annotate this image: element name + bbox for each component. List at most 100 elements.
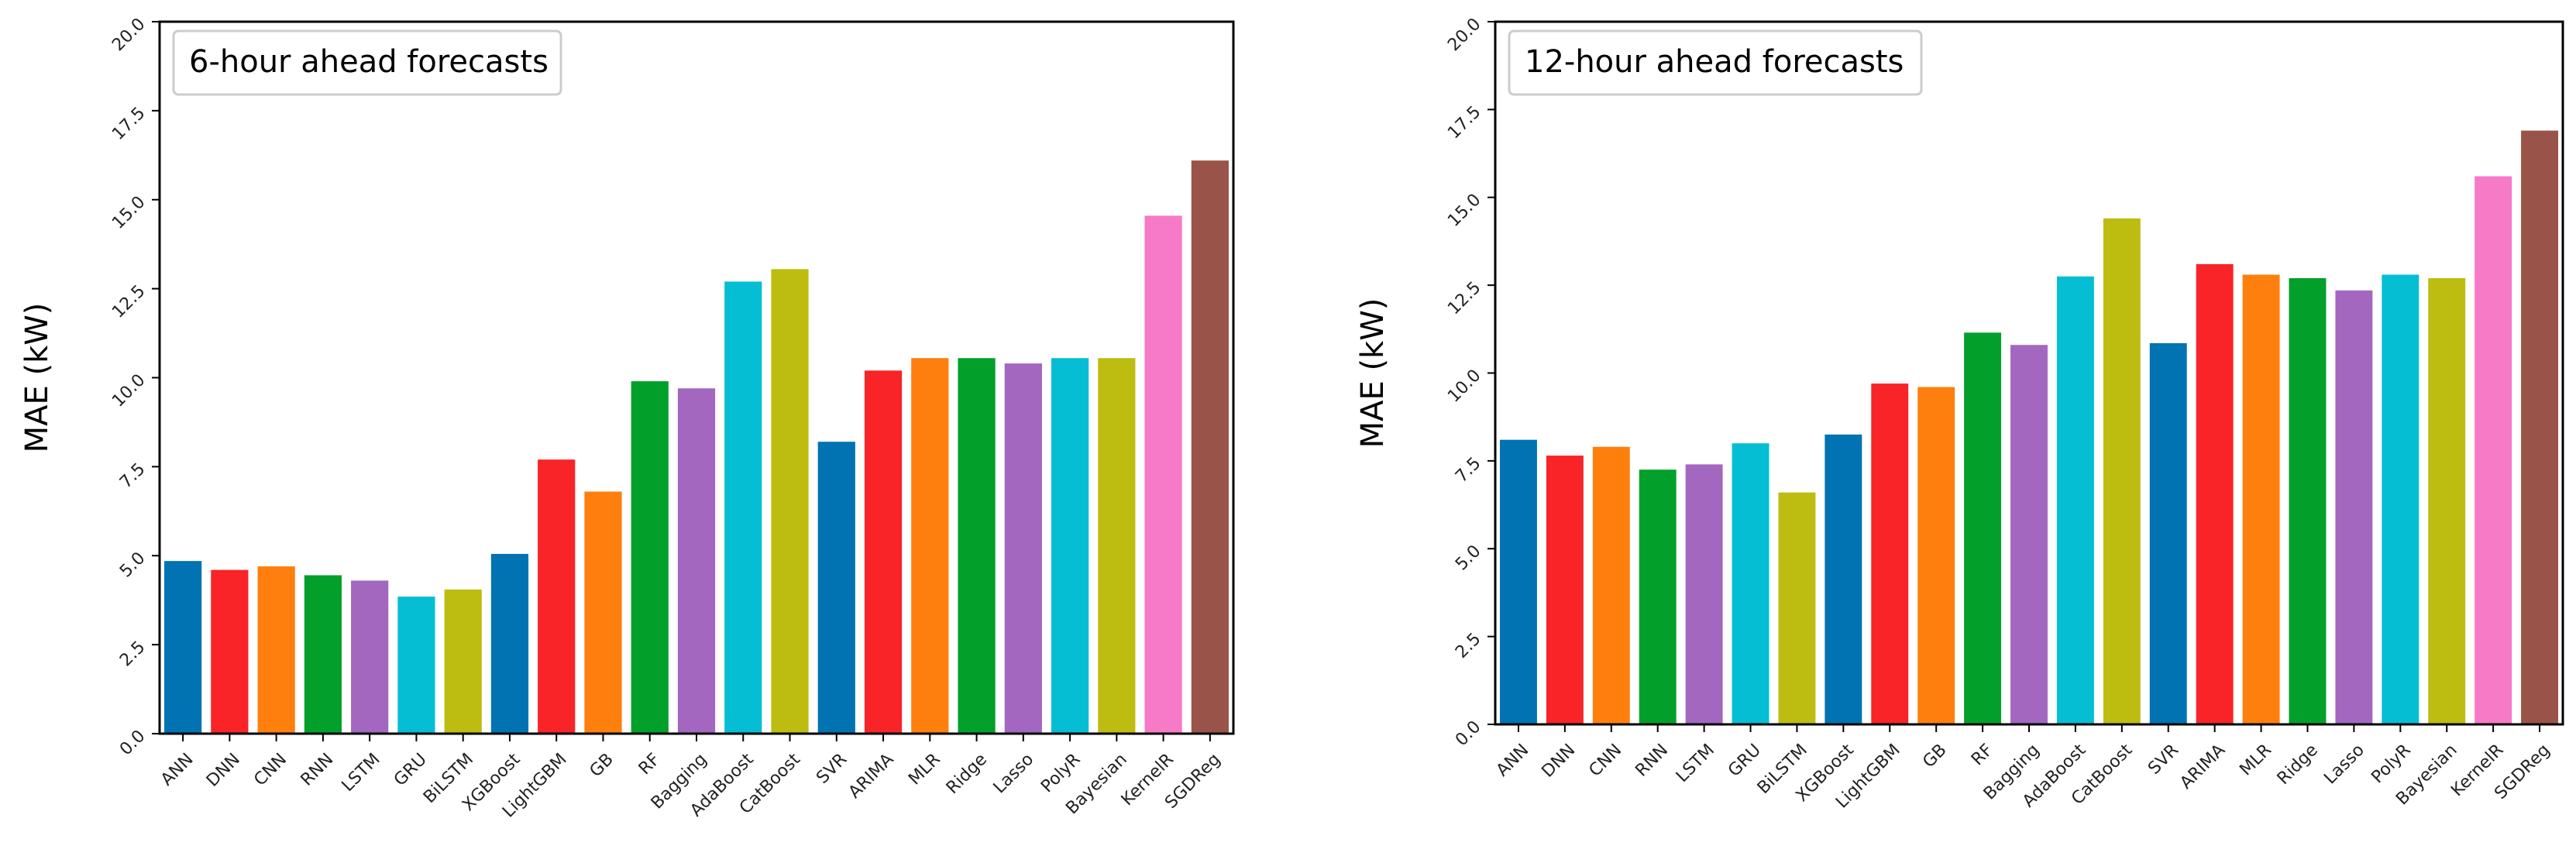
bar-arima	[2196, 263, 2234, 724]
y-tick-label: 15.0	[108, 193, 149, 233]
bar-lasso	[2335, 290, 2373, 724]
x-tick-label: ARIMA	[2176, 741, 2229, 793]
bar-polyr	[1051, 358, 1089, 734]
y-tick-label: 2.5	[1452, 629, 1484, 662]
bar-cnn	[1592, 446, 1630, 724]
bar-dnn	[211, 569, 249, 734]
y-tick-label: 10.0	[108, 370, 149, 411]
bar-ridge	[2289, 278, 2327, 724]
legend-box	[1508, 29, 1923, 96]
chart-title: 6-hour ahead forecasts	[189, 44, 549, 80]
x-tick-label: Ridge	[2274, 741, 2322, 789]
bar-svr	[2149, 342, 2187, 724]
bar-rnn	[304, 575, 342, 734]
chart-title: 12-hour ahead forecasts	[1525, 44, 1904, 80]
bar-ann	[164, 561, 202, 734]
x-tick-label: ARIMA	[845, 750, 898, 803]
y-tick-label: 15.0	[1444, 191, 1484, 231]
y-tick-label: 17.5	[1444, 102, 1484, 143]
bar-kernelr	[2475, 176, 2512, 725]
y-tick-label: 12.5	[108, 281, 149, 322]
x-tick-label: SVR	[2144, 741, 2182, 779]
x-tick-label: DNN	[203, 750, 244, 791]
bar-svr	[817, 442, 855, 734]
bar-adaboost	[2056, 276, 2094, 725]
x-tick-label: ANN	[1493, 741, 1533, 781]
bar-ridge	[958, 358, 996, 734]
x-tick-label: RF	[1968, 741, 1996, 769]
bar-ann	[1499, 439, 1537, 724]
bar-sgdreg	[1191, 160, 1229, 734]
y-axis-label: MAE (kW)	[1355, 298, 1391, 449]
bar-bagging	[2010, 345, 2048, 724]
bar-rnn	[1639, 469, 1677, 724]
y-axis-label: MAE (kW)	[19, 303, 55, 453]
x-tick-label: ANN	[157, 750, 198, 790]
bar-sgdreg	[2521, 130, 2559, 724]
axes-frame	[158, 20, 1235, 735]
axes-frame	[1494, 20, 2564, 726]
x-tick-label: MLR	[905, 750, 944, 789]
x-tick-label: Lasso	[2320, 741, 2368, 789]
x-tick-label: GRU	[1725, 741, 1765, 781]
x-tick-label: LSTM	[1673, 741, 1718, 786]
bar-rf	[631, 381, 669, 734]
x-tick-label: CNN	[1585, 741, 1625, 781]
x-tick-label: GB	[1919, 741, 1950, 772]
panel-12-hour: 0.0 2.5 5.0 7.5 10.0 12.5 15.0 17.5 20.0 ANN DNN CN…	[1355, 15, 2564, 812]
x-tick-label: GRU	[390, 750, 431, 790]
bar-lstm	[351, 580, 389, 734]
bar-bayesian	[2428, 278, 2466, 724]
y-tick-label: 5.0	[1452, 542, 1484, 574]
y-tick-label: 2.5	[116, 638, 149, 670]
bar-gb	[1917, 387, 1955, 724]
x-tick-label: SVR	[813, 750, 851, 788]
y-tick-label: 7.5	[1452, 454, 1484, 487]
bar-gru	[1732, 443, 1769, 724]
bar-bilstm	[444, 589, 482, 734]
bar-lightgbm	[1871, 383, 1909, 724]
bar-gru	[397, 597, 435, 734]
x-tick-label: RNN	[297, 750, 338, 790]
x-tick-label: GB	[586, 750, 617, 781]
legend-box	[172, 29, 562, 96]
bar-catboost	[2103, 218, 2141, 725]
y-tick-label: 0.0	[1452, 717, 1484, 750]
x-tick-label: Ridge	[943, 750, 991, 798]
bar-lightgbm	[538, 459, 576, 734]
bar-lasso	[1004, 363, 1042, 734]
bar-xgboost	[1825, 434, 1862, 724]
x-tick-label: MLR	[2236, 741, 2275, 780]
bar-polyr	[2382, 274, 2420, 724]
y-tick-label: 0.0	[116, 727, 149, 759]
y-tick-label: 17.5	[108, 104, 149, 144]
bar-bilstm	[1778, 492, 1816, 724]
bar-bayesian	[1098, 358, 1136, 734]
y-tick-label: 12.5	[1444, 278, 1484, 318]
bar-rf	[1964, 332, 2002, 724]
bar-bagging	[677, 388, 716, 734]
panel-6-hour: 0.0 2.5 5.0 7.5 10.0 12.5 15.0 17.5 20.0 ANN DNN CN…	[19, 15, 1235, 821]
x-tick-label: DNN	[1538, 741, 1579, 782]
x-tick-label: RF	[635, 750, 664, 779]
y-tick-label: 20.0	[1444, 15, 1484, 55]
x-tick-label: CNN	[250, 750, 291, 790]
bar-arima	[864, 370, 903, 734]
y-tick-label: 5.0	[116, 549, 149, 581]
bar-catboost	[771, 269, 809, 734]
bar-lstm	[1685, 464, 1723, 724]
y-tick-label: 10.0	[1444, 366, 1484, 406]
bar-gb	[584, 491, 622, 734]
y-tick-label: 20.0	[108, 15, 149, 55]
bar-kernelr	[1144, 215, 1182, 734]
x-tick-label: RNN	[1632, 741, 1672, 781]
bar-mlr	[2242, 274, 2280, 724]
bar-adaboost	[724, 281, 762, 734]
y-tick-label: 7.5	[116, 459, 149, 492]
bar-mlr	[911, 358, 949, 734]
bar-xgboost	[490, 553, 529, 734]
x-tick-label: LSTM	[339, 750, 384, 796]
x-tick-label: Lasso	[990, 750, 1038, 798]
bar-cnn	[257, 566, 295, 734]
